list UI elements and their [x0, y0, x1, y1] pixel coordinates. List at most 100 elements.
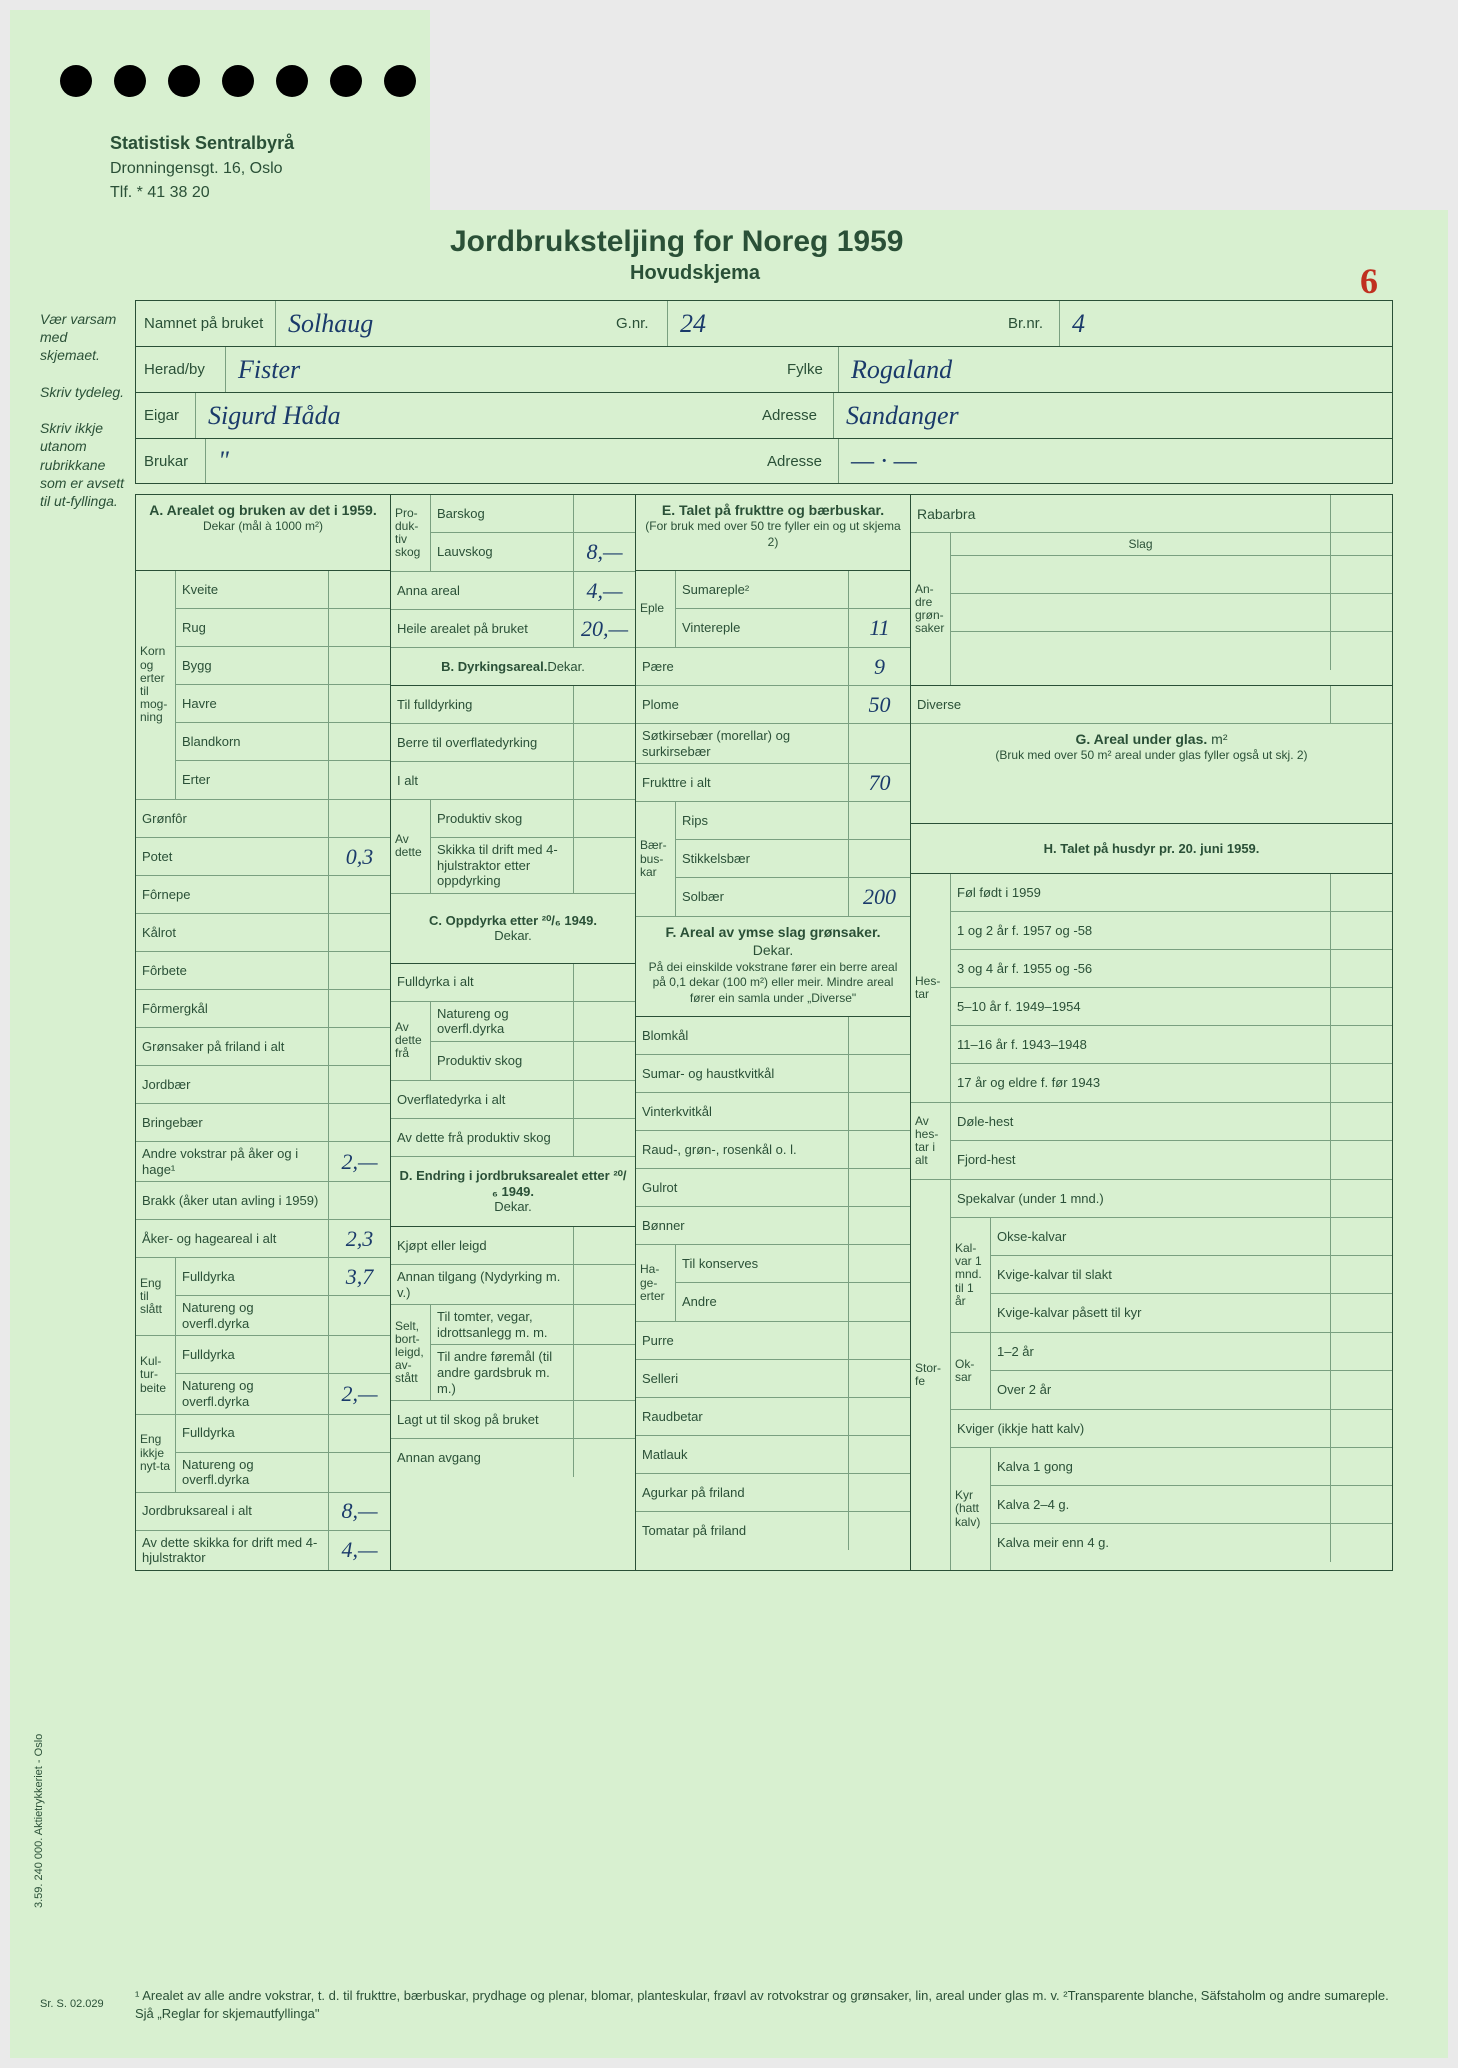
f-4-v — [848, 1169, 910, 1206]
hes-4-v — [1330, 1026, 1392, 1063]
eple-0-v — [848, 571, 910, 608]
e-3-l: Frukttre i alt — [636, 764, 848, 801]
a2-0-l: Grønfôr — [136, 800, 328, 837]
e-1-v: 50 — [848, 686, 910, 723]
secB-unit: Dekar. — [547, 659, 585, 675]
f2-5-l: Tomatar på friland — [636, 1512, 848, 1550]
ok-1-v — [1330, 1371, 1392, 1409]
gnr-lbl: G.nr. — [608, 301, 668, 346]
hes-4-l: 11–16 år f. 1943–1948 — [951, 1026, 1330, 1063]
baer-2-l: Solbær — [676, 878, 848, 916]
kviger-v — [1330, 1410, 1392, 1447]
a2-11-v: 2,3 — [328, 1220, 390, 1257]
col-gh: Rabarbra An-dre grøn-saker Slag Diverse … — [911, 495, 1392, 1570]
a2-4-v — [328, 952, 390, 989]
baer-vlbl: Bær-bus-kar — [636, 802, 676, 916]
a2-6-v — [328, 1028, 390, 1065]
f-4-l: Gulrot — [636, 1169, 848, 1206]
secF-sub: På dei einskilde vokstrane fører ein ber… — [644, 960, 902, 1007]
col-a: A. Arealet og bruken av det i 1959. Deka… — [136, 495, 391, 1570]
eple-0-l: Sumareple² — [676, 571, 848, 608]
a2-5-v — [328, 990, 390, 1027]
a2-11-l: Åker- og hageareal i alt — [136, 1220, 328, 1257]
kyr-1-v — [1330, 1486, 1392, 1523]
e-2-v — [848, 724, 910, 763]
avhes-1-v — [1330, 1141, 1392, 1179]
e-0-l: Pære — [636, 648, 848, 685]
rab-l: Rabarbra — [911, 495, 1330, 532]
hage-0-v — [848, 1245, 910, 1282]
namnet-val: Solhaug — [276, 301, 608, 346]
hes-2-l: 3 og 4 år f. 1955 og -56 — [951, 950, 1330, 987]
d-0-l: Kjøpt eller leigd — [391, 1227, 573, 1264]
eigar-lbl: Eigar — [136, 393, 196, 438]
dselt-1-l: Til andre føremål (til andre gardsbruk m… — [431, 1345, 573, 1400]
lauvskog-l: Lauvskog — [431, 533, 573, 571]
col-bcd: Pro-duk-tiv skog Barskog Lauvskog8,— Ann… — [391, 495, 636, 1570]
f2-4-l: Agurkar på friland — [636, 1474, 848, 1511]
secA-sub: Dekar (mål à 1000 m²) — [144, 519, 382, 535]
bav-0-l: Produktiv skog — [431, 800, 573, 837]
f-0-v — [848, 1017, 910, 1054]
header-rows: Namnet på bruket Solhaug G.nr. 24 Br.nr.… — [135, 300, 1393, 484]
eple-1-l: Vintereple — [676, 609, 848, 647]
d-1-v — [573, 1265, 635, 1304]
f-0-l: Blomkål — [636, 1017, 848, 1054]
dselt-vlbl: Selt, bort-leigd, av-stått — [391, 1305, 431, 1400]
bav-1-l: Skikka til drift med 4-hjulstraktor ette… — [431, 838, 573, 893]
f2-4-v — [848, 1474, 910, 1511]
secD-title: D. Endring i jordbruksarealet etter ²⁰/₆… — [397, 1168, 629, 1199]
avhes-0-l: Døle-hest — [951, 1103, 1330, 1140]
c-0-l: Fulldyrka i alt — [391, 964, 573, 1001]
e-2-l: Søtkirsebær (morellar) og surkirsebær — [636, 724, 848, 763]
f2-2-l: Raudbetar — [636, 1398, 848, 1435]
d2-0-v — [573, 1401, 635, 1438]
ein-vlbl: Eng ikkje nyt-ta — [136, 1415, 176, 1492]
cav-1-v — [573, 1042, 635, 1080]
sr-code: Sr. S. 02.029 — [40, 1998, 104, 2010]
a2-8-l: Bringebær — [136, 1104, 328, 1141]
brukar-lbl: Brukar — [136, 439, 206, 483]
korn-2-v — [328, 647, 390, 684]
e-1-l: Plome — [636, 686, 848, 723]
brnr-lbl: Br.nr. — [1000, 301, 1060, 346]
b-0-l: Til fulldyrking — [391, 686, 573, 723]
secC-title: C. Oppdyrka etter ²⁰/₆ 1949. — [429, 913, 597, 929]
hes-0-v — [1330, 874, 1392, 911]
a2-9-v: 2,— — [328, 1142, 390, 1181]
f2-5-v — [848, 1512, 910, 1550]
secF-unit: Dekar. — [753, 942, 793, 958]
eng-vlbl: Eng til slått — [136, 1258, 176, 1335]
secH-title: H. Talet på husdyr pr. 20. juni 1959. — [911, 824, 1392, 873]
hes-1-l: 1 og 2 år f. 1957 og -58 — [951, 912, 1330, 949]
ok-vlbl: Ok-sar — [951, 1333, 991, 1409]
kul-vlbl: Kul-tur-beite — [136, 1336, 176, 1413]
kal-0-v — [1330, 1218, 1392, 1255]
d2-1-l: Annan avgang — [391, 1439, 573, 1477]
secE-sub: (For bruk med over 50 tre fyller ein og … — [644, 519, 902, 550]
eigar-val: Sigurd Håda — [196, 393, 754, 438]
fylke-lbl: Fylke — [779, 347, 839, 392]
a2-1-v: 0,3 — [328, 838, 390, 875]
kviger-l: Kviger (ikkje hatt kalv) — [951, 1410, 1330, 1447]
fylke-val: Rogaland — [839, 347, 1392, 392]
hage-vlbl: Ha-ge-erter — [636, 1245, 676, 1321]
avdette-v: 4,— — [328, 1531, 390, 1570]
diverse-v — [1330, 686, 1392, 723]
kal-vlbl: Kal-var 1 mnd. til 1 år — [951, 1218, 991, 1332]
jord-l: Jordbruksareal i alt — [136, 1493, 328, 1530]
f2-3-l: Matlauk — [636, 1436, 848, 1473]
heile-v: 20,— — [573, 610, 635, 647]
hage-0-l: Til konserves — [676, 1245, 848, 1282]
korn-2-l: Bygg — [176, 647, 328, 684]
print-code: 3.59. 240 000. Aktietrykkeriet - Oslo — [33, 1734, 45, 1908]
kyr-2-l: Kalva meir enn 4 g. — [991, 1524, 1330, 1562]
baer-2-v: 200 — [848, 878, 910, 916]
hes-1-v — [1330, 912, 1392, 949]
anna-v: 4,— — [573, 572, 635, 609]
kyr-2-v — [1330, 1524, 1392, 1562]
main-grid: A. Arealet og bruken av det i 1959. Deka… — [135, 494, 1393, 1571]
dselt-1-v — [573, 1345, 635, 1400]
namnet-lbl: Namnet på bruket — [136, 301, 276, 346]
a2-7-l: Jordbær — [136, 1066, 328, 1103]
